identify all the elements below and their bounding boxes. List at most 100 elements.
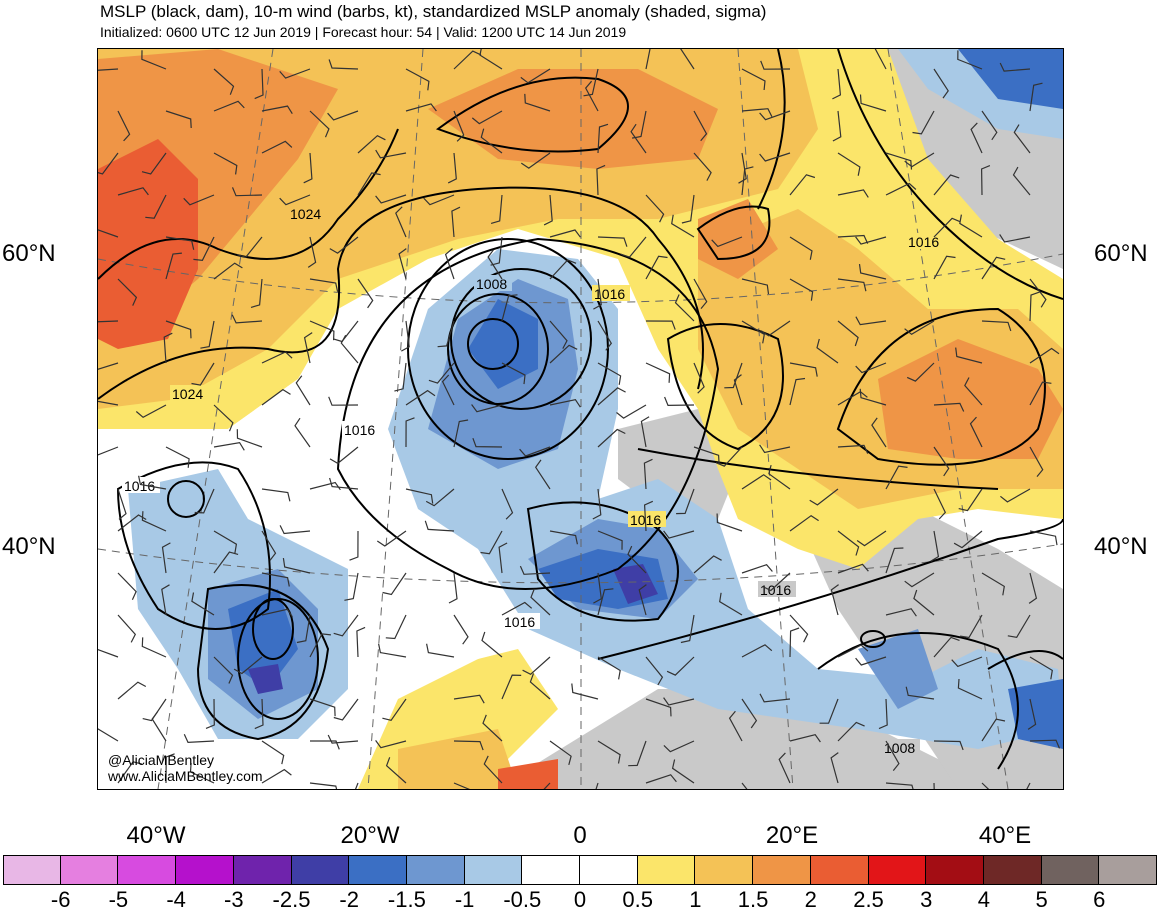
wind-barb — [1029, 278, 1047, 308]
wind-barb — [628, 740, 647, 767]
wind-barb — [451, 206, 461, 238]
wind-barb — [98, 68, 119, 71]
wind-barb — [933, 174, 960, 196]
wind-barb — [855, 362, 887, 374]
lon-label-40e: 40°E — [978, 822, 1032, 849]
wind-barb — [741, 68, 766, 91]
wind-barb — [549, 399, 581, 408]
wind-barb — [356, 626, 366, 658]
wind-barb — [789, 174, 816, 196]
wind-barb — [663, 740, 695, 753]
wind-barb — [250, 278, 263, 308]
wind-barb — [444, 248, 455, 280]
wind-barb — [1029, 446, 1044, 477]
wind-barb — [261, 572, 290, 587]
wind-barb — [693, 152, 712, 181]
colorbar-tick-label: 4 — [977, 887, 991, 912]
wind-barb — [885, 782, 914, 789]
wind-barb — [193, 236, 215, 261]
wind-barb — [645, 774, 677, 784]
wind-barb — [261, 105, 293, 115]
wind-barb — [597, 362, 622, 385]
wind-barb — [741, 108, 773, 117]
wind-barb — [904, 320, 935, 336]
wind-barb — [344, 572, 359, 601]
colorbar-swatch — [926, 855, 984, 885]
wind-barb — [741, 166, 754, 196]
wind-barb — [307, 236, 317, 268]
wind-barbs — [98, 49, 1061, 789]
wind-barb — [645, 255, 668, 280]
wind-barb — [837, 721, 865, 742]
wind-barb — [871, 417, 887, 448]
colorbar-swatch — [1041, 855, 1100, 885]
colorbar-swatch — [60, 855, 119, 885]
colorbar-tick-label: -1 — [454, 887, 475, 912]
wind-barb — [856, 530, 887, 547]
isobar-label: 1016 — [504, 614, 535, 630]
wind-barb — [480, 530, 503, 555]
wind-barb — [741, 320, 765, 344]
wind-barb — [904, 152, 935, 168]
wind-barb — [261, 768, 292, 784]
wind-barb — [117, 187, 149, 196]
wind-barb — [490, 194, 503, 224]
isobar-label: 1024 — [290, 206, 321, 222]
wind-barb — [453, 614, 469, 645]
wind-barb — [858, 264, 887, 280]
colorbar-tick-label: 5 — [1035, 887, 1048, 912]
wind-barb — [447, 152, 457, 184]
wind-barb — [329, 446, 359, 465]
wind-barb — [349, 530, 359, 561]
wind-barb — [885, 608, 917, 617]
wind-barb — [885, 547, 904, 574]
wind-barb — [597, 530, 623, 550]
wind-barb — [951, 656, 983, 668]
chart-subtitle: Initialized: 0600 UTC 12 Jun 2019 | Fore… — [100, 24, 627, 40]
wind-barb — [741, 474, 772, 490]
wind-barb — [453, 740, 484, 751]
wind-barb — [213, 656, 234, 684]
wind-barb — [310, 740, 340, 750]
wind-barb — [638, 584, 647, 616]
wind-barb — [145, 194, 167, 219]
wind-barb — [375, 740, 407, 749]
colorbar-swatch — [233, 855, 292, 885]
wind-barb — [837, 320, 859, 347]
wind-barb — [859, 94, 887, 112]
colorbar-swatch — [118, 855, 177, 885]
wind-barb — [832, 68, 842, 100]
wind-barb — [671, 214, 695, 238]
wind-barb — [98, 152, 119, 175]
colorbar — [3, 855, 1158, 885]
wind-barb — [329, 236, 359, 254]
wind-barb — [959, 214, 983, 238]
wind-barb — [425, 488, 455, 507]
wind-barb — [999, 62, 1031, 72]
wind-barb — [189, 762, 215, 784]
lat-label-right-60n: 60°N — [1094, 240, 1148, 267]
wind-barb — [571, 683, 599, 700]
wind-barb — [282, 558, 311, 574]
wind-barb — [279, 194, 311, 206]
wind-barb — [98, 400, 119, 406]
wind-barb — [912, 110, 935, 135]
wind-barb — [957, 678, 983, 700]
colorbar-swatch — [176, 855, 234, 885]
wind-barb — [693, 110, 708, 142]
wind-barb — [382, 572, 407, 596]
wind-barb — [681, 194, 695, 224]
wind-barb — [981, 572, 1005, 596]
wind-barb — [472, 437, 503, 448]
wind-barb — [789, 734, 821, 743]
wind-barb — [981, 110, 998, 141]
wind-barb — [117, 514, 147, 532]
wind-barb — [728, 710, 743, 742]
wind-barb — [741, 278, 770, 295]
colorbar-tick-label: 2 — [804, 887, 817, 912]
wind-barb — [405, 389, 436, 406]
wind-barb — [524, 93, 551, 112]
wind-barb — [479, 49, 503, 70]
wind-barb — [768, 464, 791, 490]
wind-barb — [1029, 530, 1058, 546]
